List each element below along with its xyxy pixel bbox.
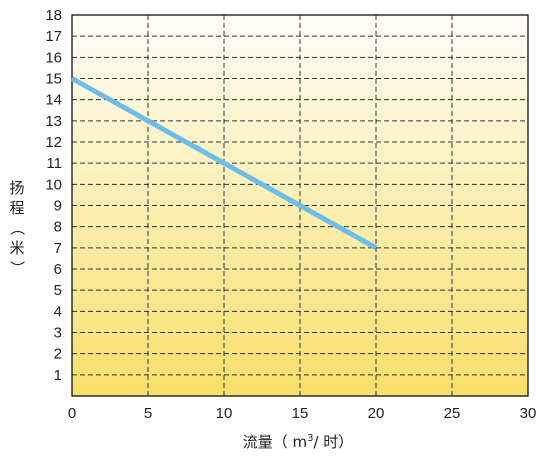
y-axis-title-char: 扬	[9, 179, 24, 197]
x-tick-label: 5	[144, 405, 152, 422]
y-tick-label: 10	[45, 176, 62, 193]
y-tick-label: 14	[45, 92, 62, 109]
y-axis-title-char: ）	[8, 260, 26, 275]
y-tick-label: 18	[45, 7, 62, 24]
y-tick-label: 9	[54, 198, 62, 215]
x-tick-label: 20	[368, 405, 385, 422]
y-axis-title-char: （	[8, 220, 26, 235]
x-tick-label: 15	[292, 405, 309, 422]
y-tick-label: 16	[45, 49, 62, 66]
x-tick-label: 25	[444, 405, 461, 422]
x-axis-title-sup: 3	[307, 433, 313, 444]
y-tick-label: 17	[45, 28, 62, 45]
x-axis-ticks: 0 5 10 15 20 25 30	[68, 405, 537, 422]
y-tick-label: 11	[46, 155, 62, 172]
x-tick-label: 0	[68, 405, 76, 422]
x-tick-label: 10	[216, 405, 233, 422]
y-tick-label: 6	[54, 261, 62, 278]
series-line	[70, 76, 378, 251]
series-layer	[70, 76, 378, 251]
y-tick-label: 15	[45, 71, 62, 88]
x-axis-title-prefix: 流量（ m	[243, 433, 307, 451]
y-tick-label: 7	[54, 240, 62, 257]
y-axis-title: 扬程 （ 米 ）	[8, 179, 26, 276]
y-tick-label: 12	[45, 134, 62, 151]
plot-frame	[71, 14, 529, 397]
y-tick-label: 1	[54, 367, 62, 384]
y-tick-label: 4	[54, 303, 62, 320]
y-axis-title-char: 米	[9, 239, 24, 257]
x-axis-title-suffix: / 时）	[313, 433, 353, 451]
x-axis-title: 流量（ m3/ 时）	[243, 433, 354, 451]
y-tick-label: 2	[54, 346, 62, 363]
y-tick-label: 5	[54, 282, 62, 299]
y-axis-title-char: 程	[9, 199, 24, 217]
x-tick-label: 30	[520, 405, 537, 422]
y-tick-label: 8	[54, 219, 62, 236]
y-tick-label: 13	[45, 113, 62, 130]
grid-lines	[72, 15, 528, 396]
y-tick-label: 3	[54, 325, 62, 342]
